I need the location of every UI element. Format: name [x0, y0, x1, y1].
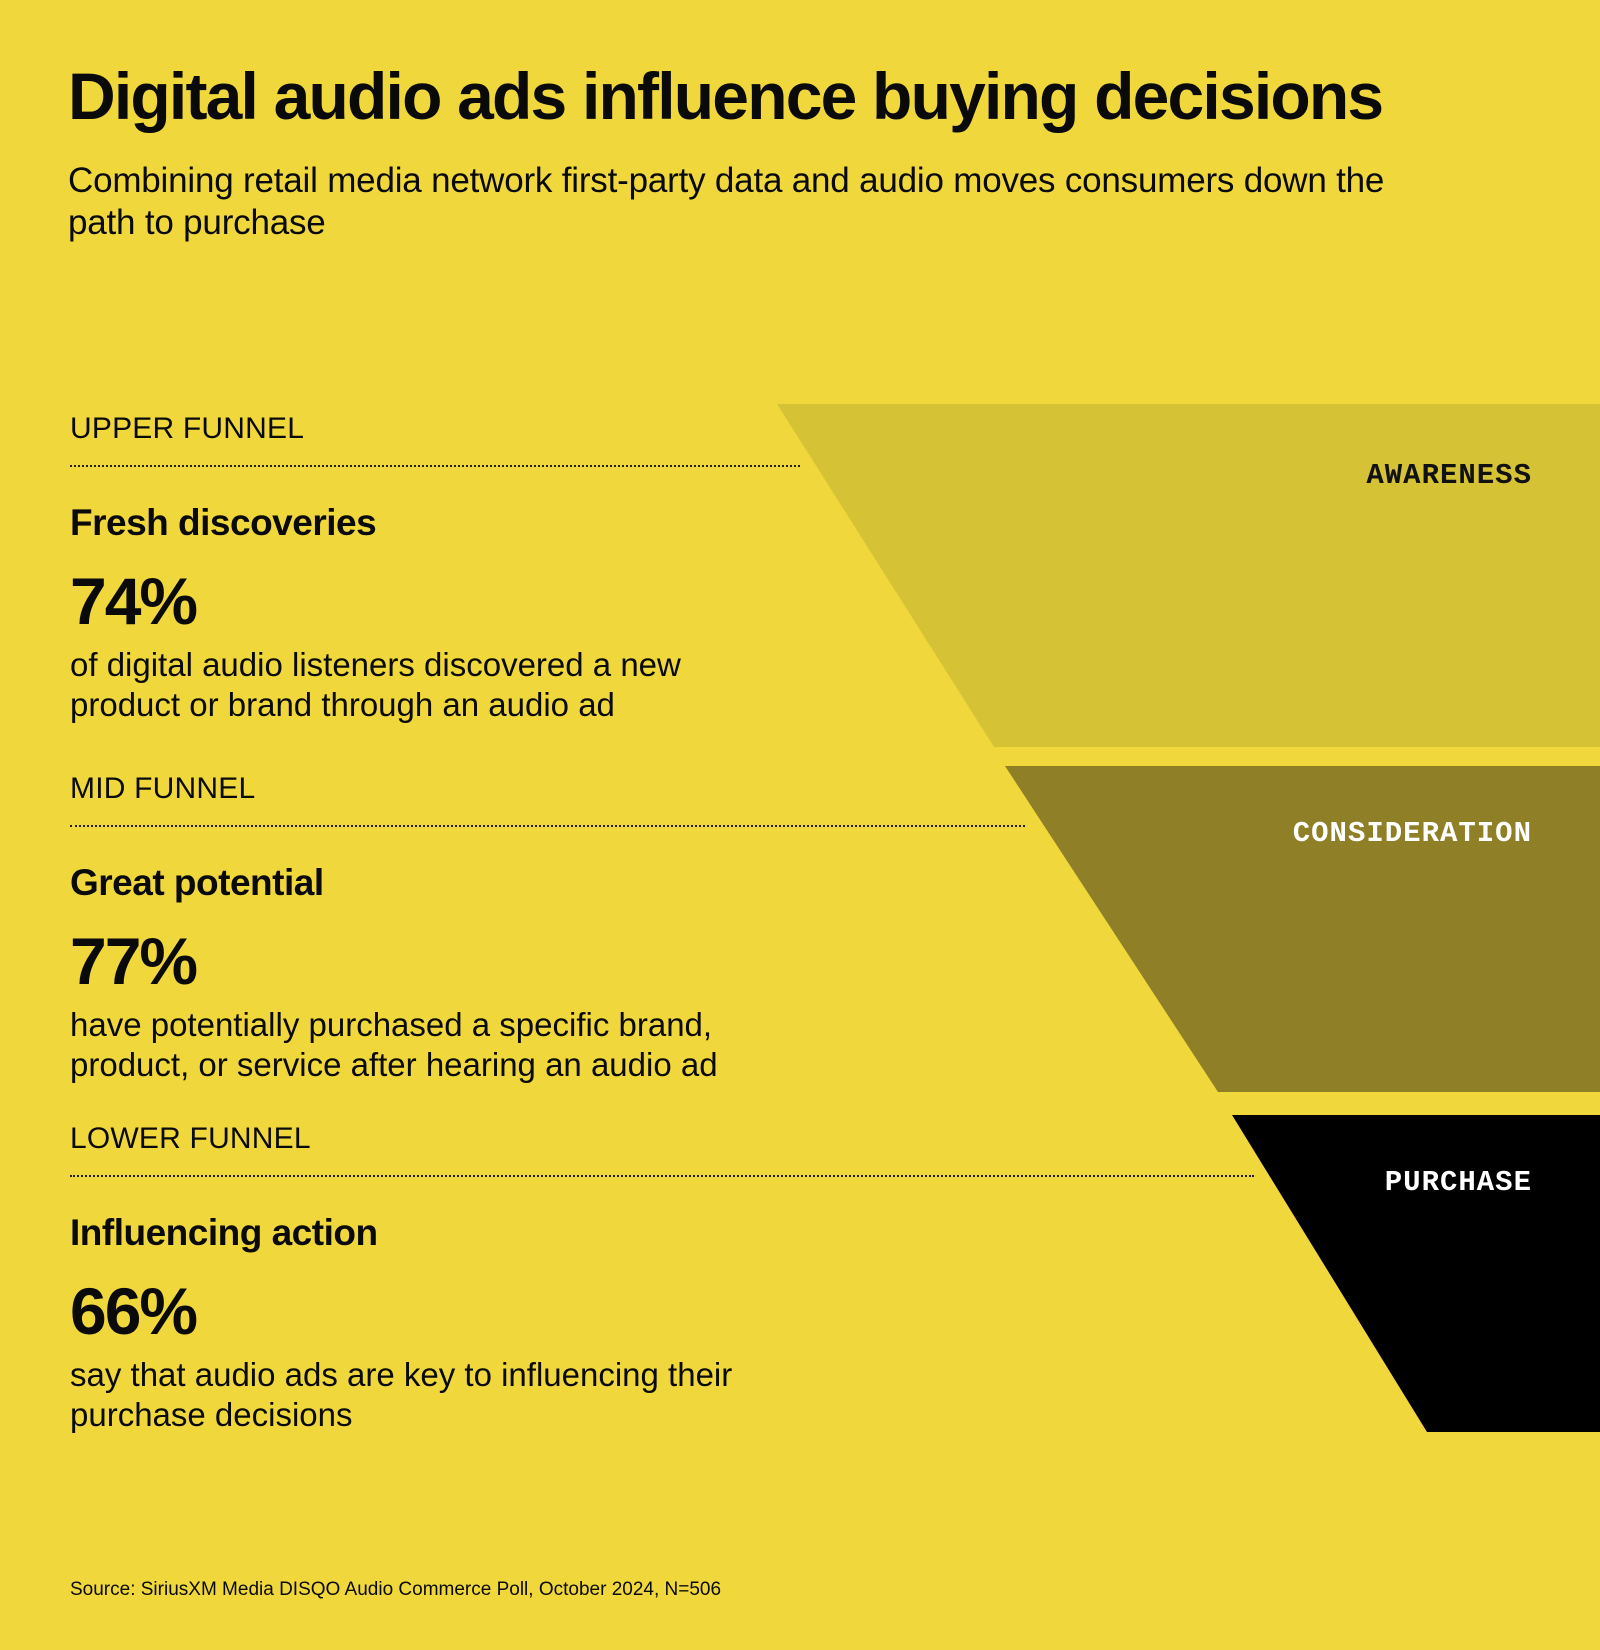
- upper-funnel-section: UPPER FUNNEL Fresh discoveries 74% of di…: [70, 411, 800, 725]
- lower-funnel-stat: 66%: [70, 1274, 198, 1348]
- lower-funnel-description: say that audio ads are key to influencin…: [70, 1356, 733, 1433]
- funnel-stage-consideration-label: CONSIDERATION: [1292, 817, 1532, 850]
- funnel-stage-purchase-label: PURCHASE: [1384, 1166, 1532, 1199]
- lower-funnel-section: LOWER FUNNEL Influencing action 66% say …: [70, 1121, 1254, 1435]
- upper-funnel-eyebrow: UPPER FUNNEL: [70, 412, 305, 445]
- lower-funnel-eyebrow: LOWER FUNNEL: [70, 1122, 311, 1155]
- funnel-shape-awareness: [777, 404, 1600, 747]
- upper-funnel-divider: [70, 465, 800, 467]
- funnel-stage-awareness-label: AWARENESS: [1366, 459, 1532, 492]
- mid-funnel-description: have potentially purchased a specific br…: [70, 1006, 718, 1083]
- mid-funnel-section: MID FUNNEL Great potential 77% have pote…: [70, 771, 1025, 1085]
- page-title: Digital audio ads influence buying decis…: [68, 59, 1384, 133]
- mid-funnel-eyebrow: MID FUNNEL: [70, 772, 256, 805]
- source-note: Source: SiriusXM Media DISQO Audio Comme…: [70, 1579, 722, 1600]
- lower-funnel-heading: Influencing action: [70, 1212, 378, 1253]
- lower-funnel-divider: [70, 1175, 1254, 1177]
- mid-funnel-stat: 77%: [70, 924, 198, 998]
- upper-funnel-stat: 74%: [70, 564, 198, 638]
- mid-funnel-heading: Great potential: [70, 862, 324, 903]
- page-subtitle: Combining retail media network first-par…: [68, 161, 1385, 242]
- upper-funnel-heading: Fresh discoveries: [70, 502, 377, 543]
- funnel-shape-purchase: [1232, 1115, 1600, 1432]
- funnel-shape-consideration: [1005, 766, 1600, 1092]
- mid-funnel-divider: [70, 825, 1025, 827]
- upper-funnel-description: of digital audio listeners discovered a …: [70, 646, 681, 723]
